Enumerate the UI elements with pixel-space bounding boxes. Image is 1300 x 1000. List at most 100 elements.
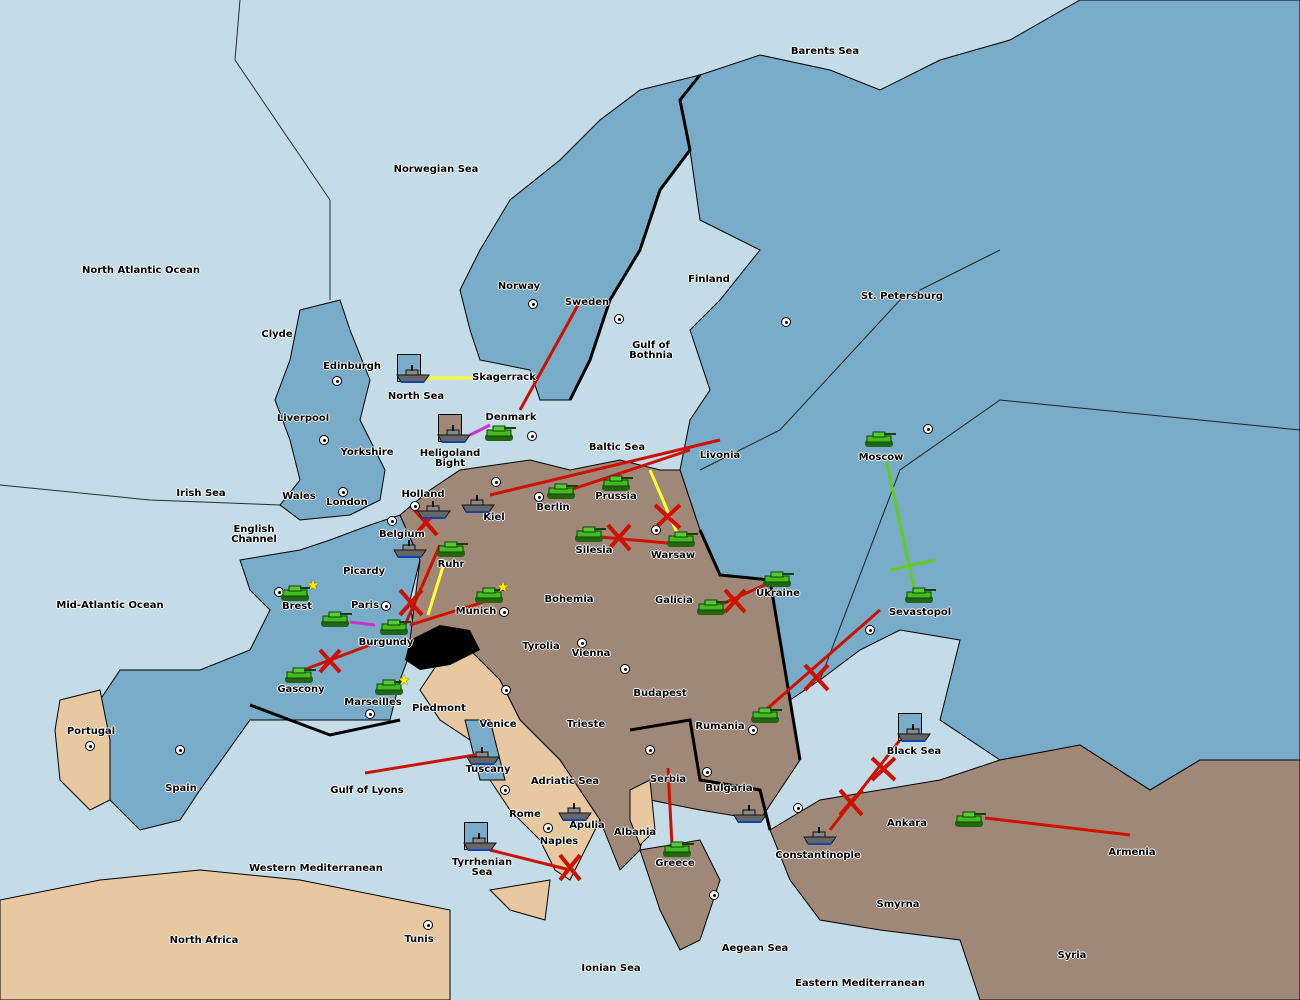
region-label-north-africa[interactable]: North Africa xyxy=(169,935,239,946)
tank-icon[interactable] xyxy=(863,430,897,450)
region-label-moscow[interactable]: Moscow xyxy=(858,452,904,463)
region-label-norwegian-sea[interactable]: Norwegian Sea xyxy=(393,164,479,175)
region-label-irish-sea[interactable]: Irish Sea xyxy=(176,488,226,499)
tank-icon[interactable] xyxy=(279,584,313,604)
tank-icon[interactable] xyxy=(473,586,507,606)
region-label-munich[interactable]: Munich xyxy=(455,606,497,617)
region-label-ukraine[interactable]: Ukraine xyxy=(756,588,800,599)
region-label-adriatic-sea[interactable]: Adriatic Sea xyxy=(530,776,600,787)
region-label-naples[interactable]: Naples xyxy=(539,836,579,847)
battleship-icon[interactable] xyxy=(558,802,592,822)
region-label-rumania[interactable]: Rumania xyxy=(695,721,745,732)
region-label-spain[interactable]: Spain xyxy=(165,783,197,794)
battleship-icon[interactable] xyxy=(897,723,931,743)
region-label-brest[interactable]: Brest xyxy=(281,601,313,612)
region-label-budapest[interactable]: Budapest xyxy=(633,688,687,699)
region-label-piedmont[interactable]: Piedmont xyxy=(412,703,466,714)
region-label-burgundy[interactable]: Burgundy xyxy=(358,637,414,648)
region-label-berlin[interactable]: Berlin xyxy=(536,502,570,513)
region-label-vienna[interactable]: Vienna xyxy=(571,648,611,659)
region-label-trieste[interactable]: Trieste xyxy=(566,719,606,730)
region-label-bohemia[interactable]: Bohemia xyxy=(544,594,594,605)
region-label-silesia[interactable]: Silesia xyxy=(575,545,613,556)
region-label-finland[interactable]: Finland xyxy=(688,274,730,285)
region-label-armenia[interactable]: Armenia xyxy=(1108,847,1156,858)
tank-icon[interactable] xyxy=(953,810,987,830)
tank-icon[interactable] xyxy=(373,678,407,698)
region-label-gulf-of-bothnia[interactable]: Gulf of Bothnia xyxy=(629,340,673,361)
tank-icon[interactable] xyxy=(545,482,579,502)
region-label-tunis[interactable]: Tunis xyxy=(404,934,434,945)
battleship-icon[interactable] xyxy=(396,364,430,384)
tank-icon[interactable] xyxy=(319,610,353,630)
region-label-tyrolia[interactable]: Tyrolia xyxy=(522,641,560,652)
region-label-belgium[interactable]: Belgium xyxy=(379,529,425,540)
region-label-gulf-of-lyons[interactable]: Gulf of Lyons xyxy=(330,785,404,796)
battleship-icon[interactable] xyxy=(461,494,495,514)
region-label-tyrrhenian-sea[interactable]: Tyrrhenian Sea xyxy=(451,857,513,878)
region-label-wales[interactable]: Wales xyxy=(282,491,316,502)
region-label-greece[interactable]: Greece xyxy=(655,858,695,869)
region-label-livonia[interactable]: Livonia xyxy=(699,450,741,461)
region-label-sweden[interactable]: Sweden xyxy=(564,297,610,308)
region-label-eastern-mediterranean[interactable]: Eastern Mediterranean xyxy=(795,978,925,989)
region-label-st-petersburg[interactable]: St. Petersburg xyxy=(860,291,944,302)
region-label-north-sea[interactable]: North Sea xyxy=(387,391,445,402)
region-label-picardy[interactable]: Picardy xyxy=(342,566,386,577)
battleship-icon[interactable] xyxy=(393,539,427,559)
region-label-barents-sea[interactable]: Barents Sea xyxy=(790,46,860,57)
tank-icon[interactable] xyxy=(378,618,412,638)
tank-icon[interactable] xyxy=(749,706,783,726)
region-label-smyrna[interactable]: Smyrna xyxy=(876,899,920,910)
battleship-icon[interactable] xyxy=(437,424,471,444)
region-label-black-sea[interactable]: Black Sea xyxy=(886,746,942,757)
region-label-heligoland-bight[interactable]: Heligoland Bight xyxy=(419,448,481,469)
region-label-english-channel[interactable]: English Channel xyxy=(231,524,277,545)
region-label-london[interactable]: London xyxy=(326,497,368,508)
region-label-denmark[interactable]: Denmark xyxy=(485,412,537,423)
battleship-icon[interactable] xyxy=(733,804,767,824)
region-label-prussia[interactable]: Prussia xyxy=(595,491,637,502)
tank-icon[interactable] xyxy=(661,840,695,860)
region-label-sevastopol[interactable]: Sevastopol xyxy=(888,607,952,618)
region-label-tuscany[interactable]: Tuscany xyxy=(465,764,511,775)
tank-icon[interactable] xyxy=(761,570,795,590)
region-label-mid-atlantic-ocean[interactable]: Mid-Atlantic Ocean xyxy=(56,600,164,611)
region-label-marseilles[interactable]: Marseilles xyxy=(344,697,402,708)
region-label-aegean-sea[interactable]: Aegean Sea xyxy=(721,943,789,954)
tank-icon[interactable] xyxy=(695,598,729,618)
region-label-holland[interactable]: Holland xyxy=(401,489,445,500)
battleship-icon[interactable] xyxy=(466,746,500,766)
region-label-western-mediterranean[interactable]: Western Mediterranean xyxy=(249,863,383,874)
region-label-baltic-sea[interactable]: Baltic Sea xyxy=(588,442,646,453)
region-label-ankara[interactable]: Ankara xyxy=(887,818,927,829)
region-label-norway[interactable]: Norway xyxy=(497,281,541,292)
tank-icon[interactable] xyxy=(483,424,517,444)
region-label-skagerrack[interactable]: Skagerrack xyxy=(472,372,536,383)
battleship-icon[interactable] xyxy=(463,832,497,852)
region-label-galicia[interactable]: Galicia xyxy=(655,595,693,606)
region-label-clyde[interactable]: Clyde xyxy=(261,329,293,340)
region-label-paris[interactable]: Paris xyxy=(350,600,380,611)
tank-icon[interactable] xyxy=(600,474,634,494)
region-label-venice[interactable]: Venice xyxy=(479,719,517,730)
region-label-portugal[interactable]: Portugal xyxy=(66,726,116,737)
region-label-edinburgh[interactable]: Edinburgh xyxy=(322,361,382,372)
region-label-liverpool[interactable]: Liverpool xyxy=(276,413,330,424)
region-label-syria[interactable]: Syria xyxy=(1057,950,1087,961)
region-label-serbia[interactable]: Serbia xyxy=(649,774,687,785)
region-label-warsaw[interactable]: Warsaw xyxy=(650,550,696,561)
region-label-ionian-sea[interactable]: Ionian Sea xyxy=(581,963,641,974)
region-label-bulgaria[interactable]: Bulgaria xyxy=(705,783,753,794)
region-label-rome[interactable]: Rome xyxy=(509,809,541,820)
tank-icon[interactable] xyxy=(665,530,699,550)
region-label-north-atlantic-ocean[interactable]: North Atlantic Ocean xyxy=(81,265,201,276)
tank-icon[interactable] xyxy=(903,586,937,606)
tank-icon[interactable] xyxy=(283,666,317,686)
region-label-gascony[interactable]: Gascony xyxy=(277,684,325,695)
tank-icon[interactable] xyxy=(435,540,469,560)
region-label-albania[interactable]: Albania xyxy=(613,827,657,838)
region-label-apulia[interactable]: Apulia xyxy=(569,820,605,831)
battleship-icon[interactable] xyxy=(417,500,451,520)
region-label-kiel[interactable]: Kiel xyxy=(483,512,505,523)
